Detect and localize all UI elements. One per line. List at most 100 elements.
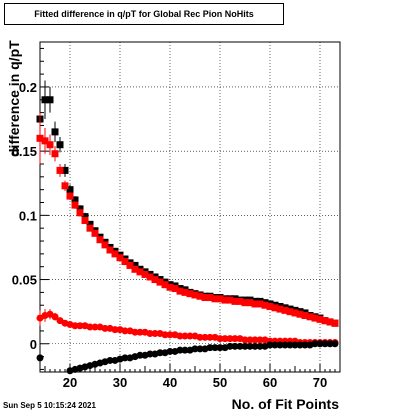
data-point-square [201,294,209,302]
data-point-circle [166,347,174,355]
data-point-square [206,294,214,302]
data-point-square [121,258,129,266]
data-point-circle [206,344,214,352]
data-point-circle [211,344,219,352]
y-tick-label: 0.1 [19,208,37,223]
x-tick-label: 40 [163,375,177,390]
data-point-square [181,288,189,296]
series-3 [36,340,339,375]
data-point-square [131,265,139,273]
data-point-circle [316,340,324,348]
data-point-square [126,261,134,269]
data-point-circle [176,346,184,354]
data-point-square [41,96,49,104]
data-point-square [71,201,79,209]
data-point-square [56,166,64,174]
data-point-square [231,297,239,305]
data-point-square [211,295,219,303]
data-point-square [301,312,309,320]
chart-title: Fitted difference in q/pT for Global Rec… [4,3,284,25]
data-point-circle [206,333,214,341]
data-point-circle [326,340,334,348]
x-tick-label: 60 [263,375,277,390]
y-tick-label: 0.05 [12,273,37,288]
data-point-square [66,186,74,194]
data-point-square [61,166,69,174]
data-point-square [291,309,299,317]
data-point-square [331,319,339,327]
data-point-circle [86,323,94,331]
data-point-square [156,278,164,286]
data-point-square [66,192,74,200]
data-point-circle [101,324,109,332]
data-point-circle [91,323,99,331]
data-point-circle [266,341,274,349]
data-point-circle [111,326,119,334]
data-point-square [251,300,259,308]
data-point-square [286,308,294,316]
data-point-circle [296,341,304,349]
data-point-circle [216,335,224,343]
data-point-circle [146,350,154,358]
x-tick-label: 20 [63,375,77,390]
data-point-circle [256,336,264,344]
data-point-square [296,310,304,318]
data-point-circle [246,342,254,350]
data-point-square [81,213,89,221]
data-point-circle [201,333,209,341]
data-point-square [111,250,119,258]
data-point-square [306,313,314,321]
data-point-circle [166,331,174,339]
data-point-circle [136,328,144,336]
x-axis-label: No. of Fit Points [231,396,339,412]
data-point-square [311,314,319,322]
y-tick-label: 0.2 [19,80,37,95]
data-point-square [176,287,184,295]
data-point-circle [311,340,319,348]
data-point-circle [151,329,159,337]
y-tick-label: 0.15 [12,144,37,159]
data-point-circle [161,331,169,339]
data-point-square [91,229,99,237]
data-point-square [266,303,274,311]
data-point-circle [196,345,204,353]
series-1 [36,112,339,327]
data-point-square [256,300,264,308]
axes: 20 30 40 50 60 70 0 0.05 0.1 0.15 0.2 [12,41,341,390]
data-point-circle [146,329,154,337]
data-point-circle [276,341,284,349]
data-point-circle [226,342,234,350]
data-point-circle [221,335,229,343]
data-point-square [261,301,269,309]
data-point-square [226,296,234,304]
data-point-circle [231,335,239,343]
data-point-square [36,134,44,142]
data-point-circle [331,340,339,348]
data-point-square [241,299,249,307]
data-point-circle [181,332,189,340]
data-point-square [141,270,149,278]
data-point-circle [251,342,259,350]
data-point-circle [286,341,294,349]
data-point-square [96,236,104,244]
data-point-circle [136,351,144,359]
data-point-circle [301,341,309,349]
data-point-square [131,261,139,269]
x-tick-label: 50 [213,375,227,390]
data-point-square [46,96,54,104]
data-point-square [276,305,284,313]
data-point-circle [181,346,189,354]
data-points [36,80,339,375]
data-point-square [76,209,84,217]
data-point-circle [241,336,249,344]
data-point-circle [106,356,114,364]
data-point-square [71,196,79,204]
timestamp: Sun Sep 5 10:15:24 2021 [3,401,96,410]
data-point-circle [71,322,79,330]
data-point-circle [281,341,289,349]
data-point-circle [271,341,279,349]
grid [40,42,340,372]
data-point-square [116,254,124,262]
data-point-square [281,306,289,314]
